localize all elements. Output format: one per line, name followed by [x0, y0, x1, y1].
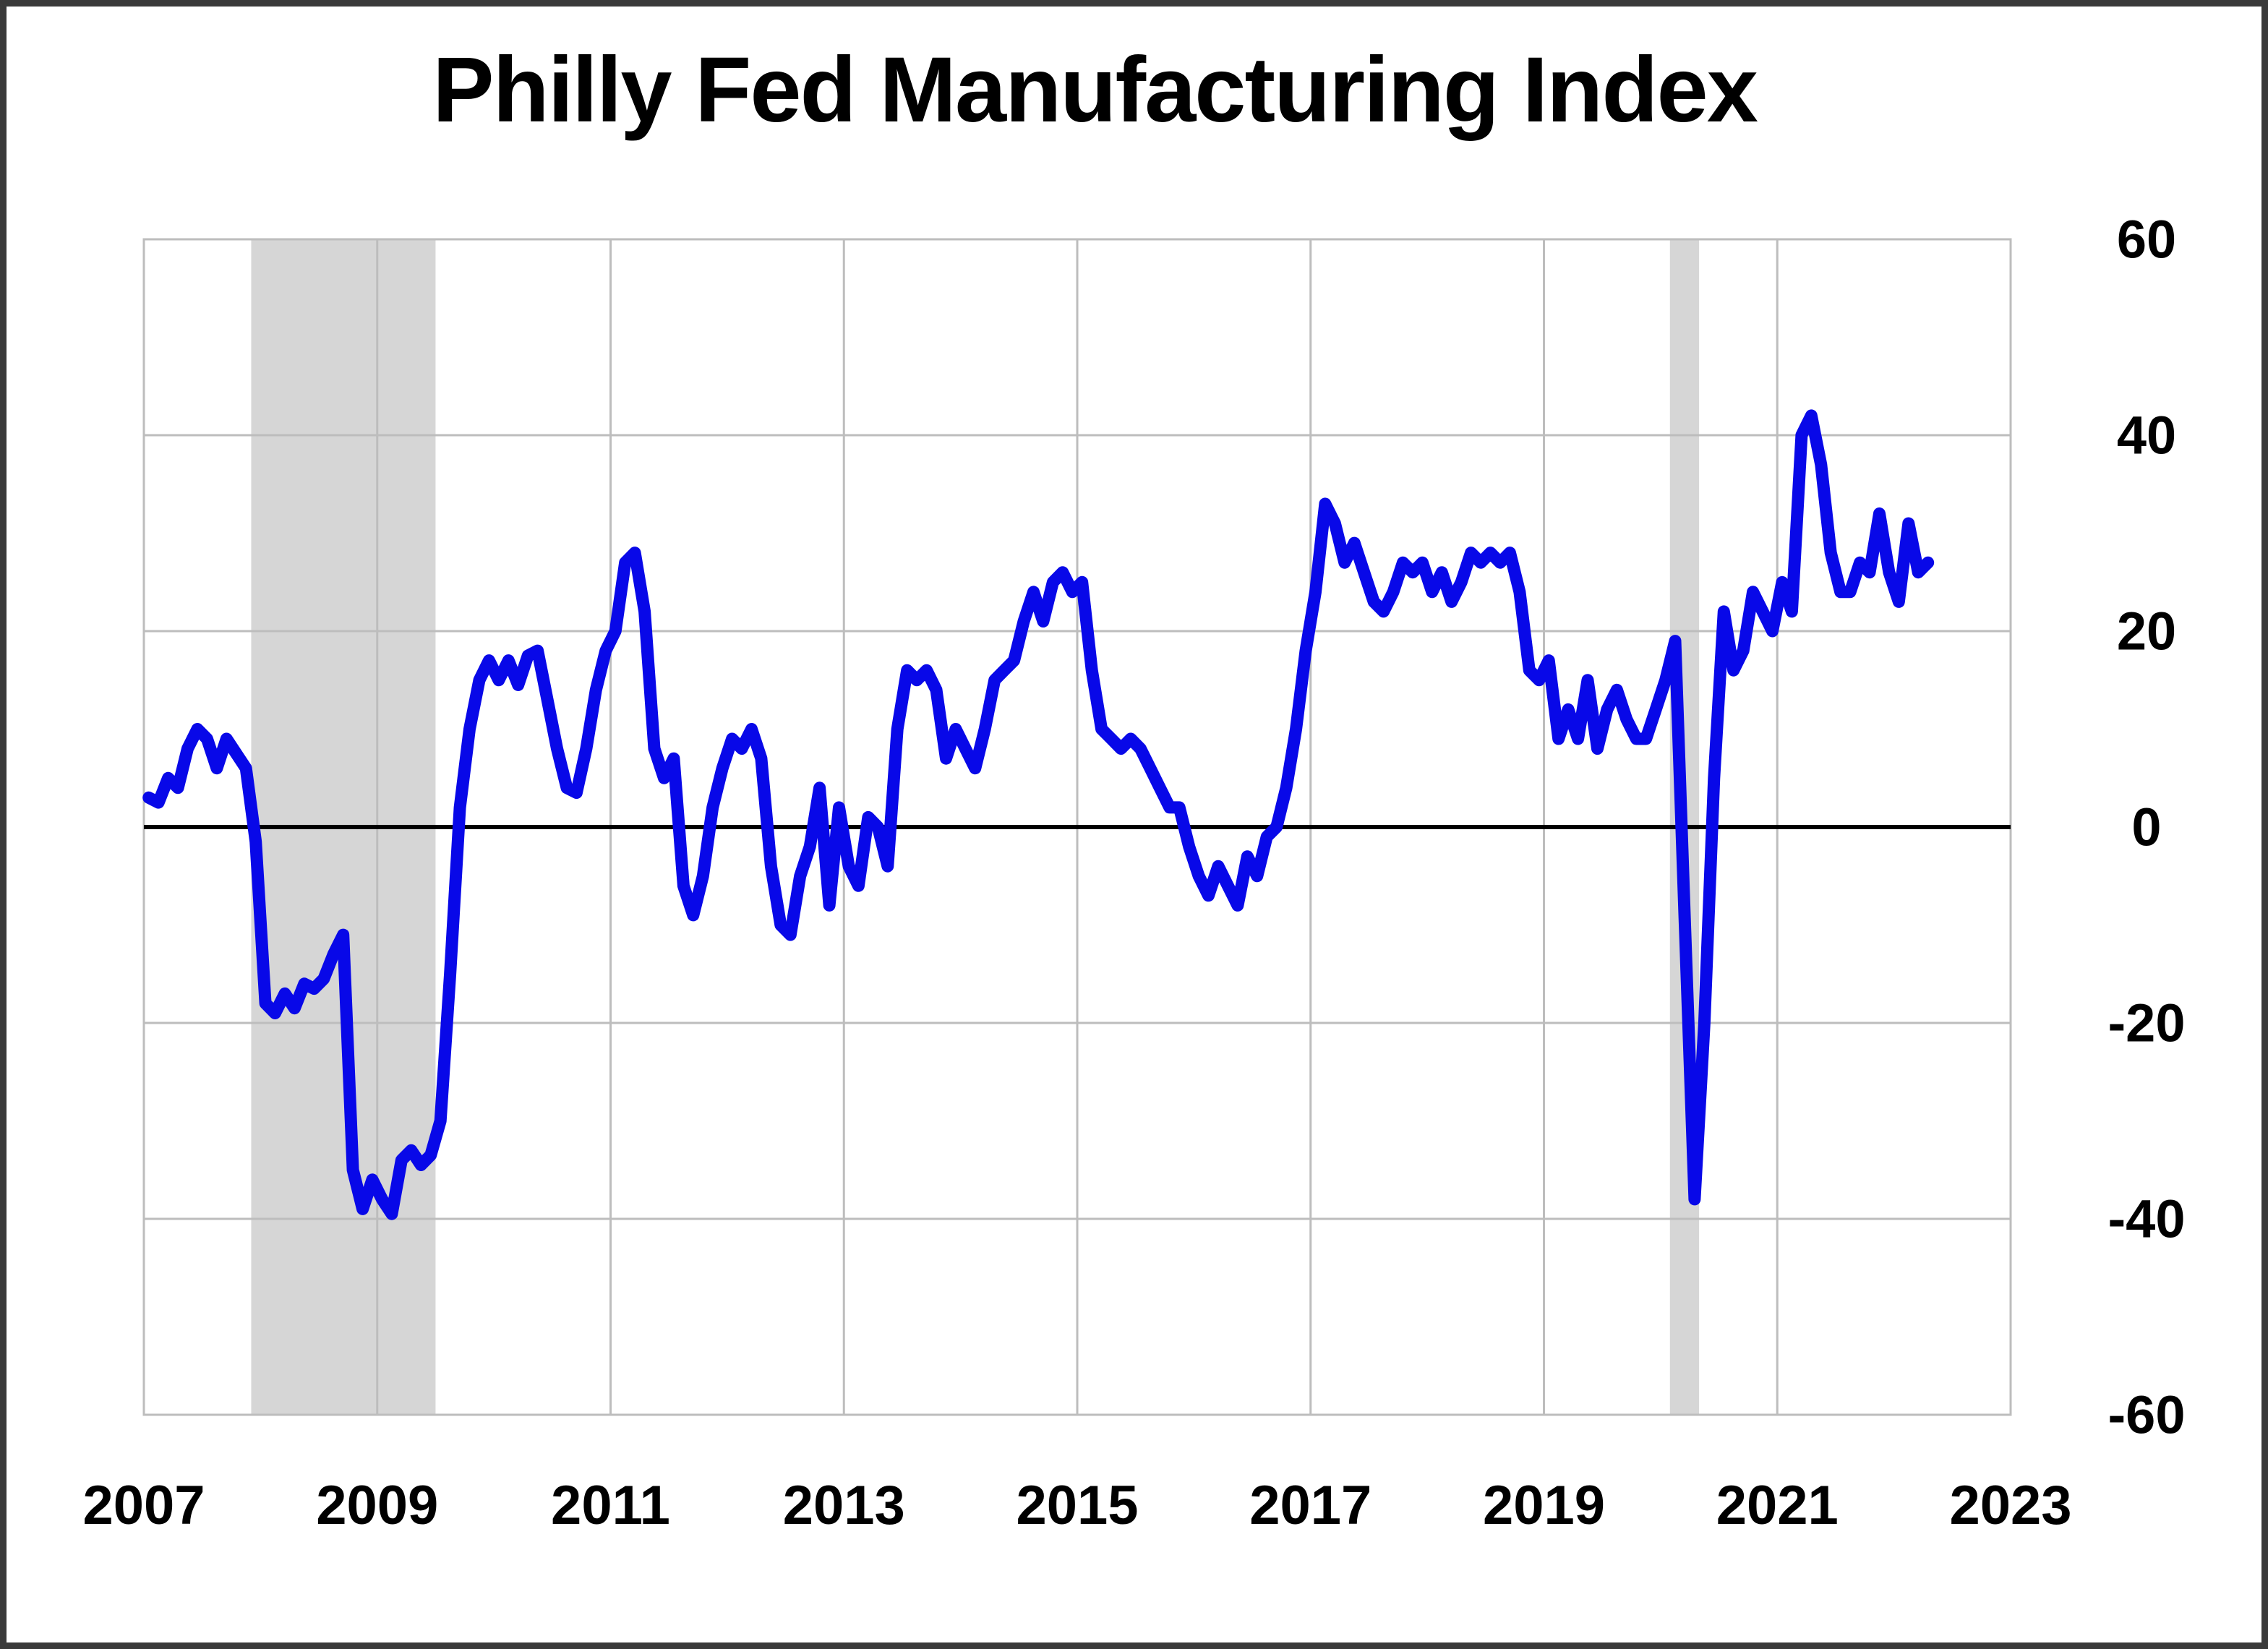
x-tick-label: 2007 [82, 1475, 205, 1536]
y-tick-label: 60 [2116, 209, 2177, 270]
y-tick-label: -60 [2107, 1384, 2186, 1445]
y-tick-label: -40 [2107, 1188, 2186, 1249]
data-line [142, 409, 1935, 1220]
y-tick-label: -20 [2107, 993, 2186, 1053]
y-tick-label: 40 [2116, 405, 2177, 466]
y-tick-label: 20 [2116, 601, 2177, 661]
x-tick-label: 2015 [1016, 1475, 1139, 1536]
line-chart [142, 238, 2012, 1416]
x-tick-label: 2013 [782, 1475, 905, 1536]
y-tick-label: 0 [2131, 797, 2162, 857]
x-tick-label: 2011 [551, 1475, 670, 1536]
chart-title: Philly Fed Manufacturing Index [432, 38, 1758, 142]
x-tick-label: 2017 [1249, 1475, 1372, 1536]
x-tick-label: 2009 [316, 1475, 439, 1536]
x-tick-label: 2019 [1482, 1475, 1606, 1536]
x-tick-label: 2021 [1716, 1475, 1839, 1536]
x-tick-label: 2023 [1949, 1475, 2072, 1536]
